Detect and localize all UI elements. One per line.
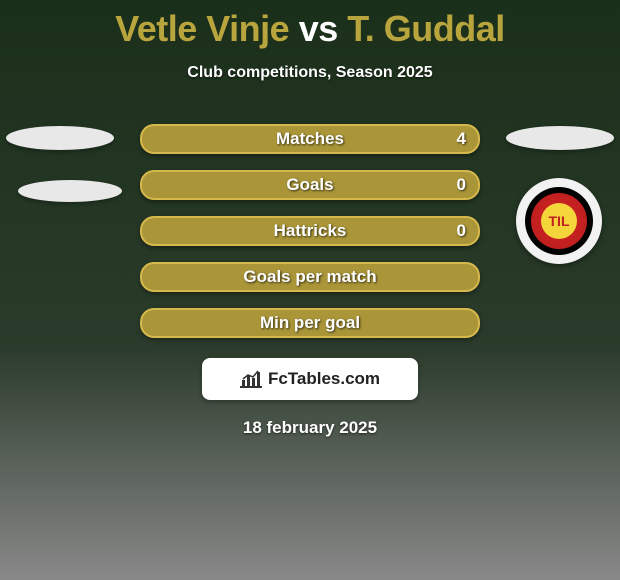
brand-text: FcTables.com bbox=[268, 369, 380, 389]
stat-value-right: 4 bbox=[457, 129, 466, 149]
team-badge: TIL bbox=[516, 178, 602, 264]
stat-label: Matches bbox=[276, 129, 344, 149]
team-badge-ring2: TIL bbox=[531, 193, 587, 249]
stat-row-hattricks: Hattricks 0 bbox=[140, 216, 480, 246]
stat-label: Goals per match bbox=[243, 267, 376, 287]
comparison-title: Vetle Vinje vs T. Guddal bbox=[0, 0, 620, 50]
player1-name: Vetle Vinje bbox=[115, 8, 289, 49]
stat-value-right: 0 bbox=[457, 221, 466, 241]
player1-badge-placeholder-1 bbox=[6, 126, 114, 150]
stat-row-goals-per-match: Goals per match bbox=[140, 262, 480, 292]
team-badge-ring1: TIL bbox=[525, 187, 593, 255]
chart-icon bbox=[240, 370, 262, 388]
player1-badge-placeholder-2 bbox=[18, 180, 122, 202]
brand-box: FcTables.com bbox=[202, 358, 418, 400]
player2-badge-placeholder bbox=[506, 126, 614, 150]
stat-value-right: 0 bbox=[457, 175, 466, 195]
vs-label: vs bbox=[299, 8, 338, 49]
stat-label: Hattricks bbox=[274, 221, 347, 241]
stat-row-matches: Matches 4 bbox=[140, 124, 480, 154]
team-badge-center: TIL bbox=[541, 203, 577, 239]
stat-label: Goals bbox=[286, 175, 333, 195]
team-badge-label: TIL bbox=[549, 213, 570, 229]
stats-container: Matches 4 Goals 0 Hattricks 0 Goals per … bbox=[140, 124, 480, 338]
stat-row-min-per-goal: Min per goal bbox=[140, 308, 480, 338]
date-text: 18 february 2025 bbox=[0, 418, 620, 438]
stat-row-goals: Goals 0 bbox=[140, 170, 480, 200]
player2-name: T. Guddal bbox=[347, 8, 505, 49]
subtitle: Club competitions, Season 2025 bbox=[0, 64, 620, 82]
stat-label: Min per goal bbox=[260, 313, 360, 333]
